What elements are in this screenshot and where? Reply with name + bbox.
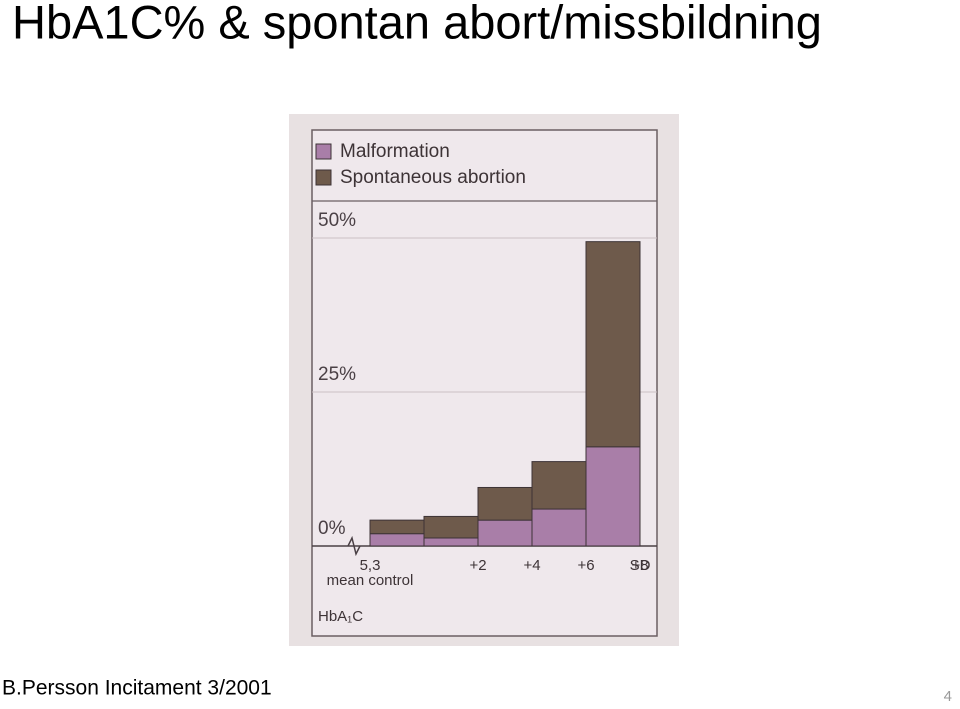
bar-segment bbox=[585, 446, 641, 547]
y-tick-label: 50% bbox=[318, 210, 356, 231]
legend-label: Malformation bbox=[340, 141, 450, 162]
category-note: mean control bbox=[327, 572, 414, 589]
x-tick-label: +8 bbox=[631, 557, 648, 574]
bar-segment bbox=[585, 241, 641, 448]
y-tick-label: 25% bbox=[318, 364, 356, 385]
x-unit: SD bbox=[630, 557, 651, 574]
axis-break bbox=[347, 535, 361, 557]
bar-segment bbox=[531, 461, 587, 510]
bar-segment bbox=[423, 515, 479, 539]
legend-swatch bbox=[315, 169, 332, 186]
y-tick-label: 0% bbox=[318, 518, 346, 539]
legend-swatch bbox=[315, 143, 332, 160]
legend-label: Spontaneous abortion bbox=[340, 167, 526, 188]
x-axis-label: HbA₁C bbox=[318, 608, 363, 625]
bar-segment bbox=[531, 508, 587, 547]
page-number: 4 bbox=[944, 688, 952, 704]
x-tick-label: +2 bbox=[469, 557, 486, 574]
slide-title: HbA1C% & spontan abort/missbildning bbox=[12, 0, 822, 48]
bar-segment bbox=[369, 533, 425, 547]
x-tick-label: 5,3 bbox=[360, 557, 381, 574]
bar-segment bbox=[477, 519, 533, 547]
bar-segment bbox=[423, 537, 479, 547]
footer: B.Persson Incitament 3/2001 bbox=[2, 677, 272, 700]
bar-segment bbox=[369, 519, 425, 535]
bar-segment bbox=[477, 486, 533, 521]
x-tick-label: +6 bbox=[577, 557, 594, 574]
x-tick-label: +4 bbox=[523, 557, 540, 574]
